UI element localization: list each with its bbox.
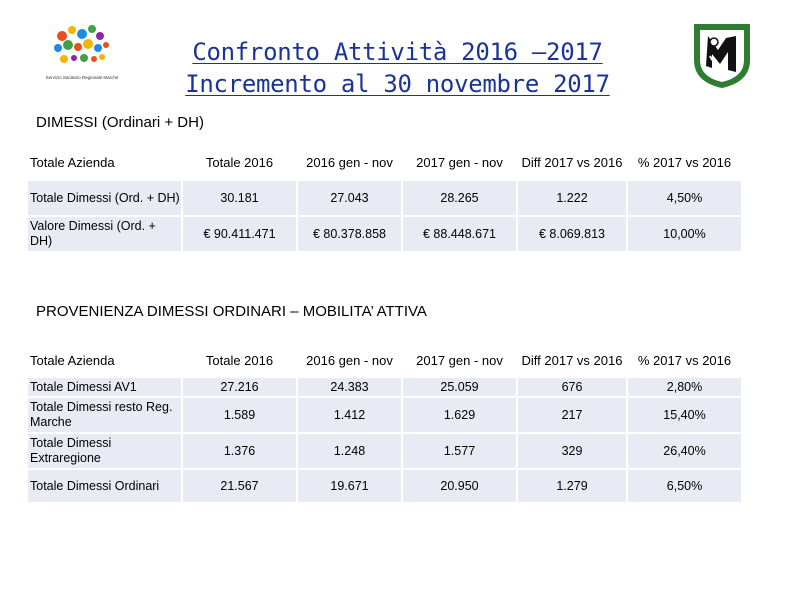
- svg-text:Servizio Sanitario Regionale M: Servizio Sanitario Regionale Marche: [46, 75, 119, 80]
- table-cell: 21.567: [183, 470, 298, 504]
- table-cell: 10,00%: [628, 217, 743, 253]
- table-row: Totale Dimessi Ordinari 21.567 19.671 20…: [28, 470, 743, 504]
- table-header-row: Totale Azienda Totale 2016 2016 gen - no…: [28, 143, 743, 181]
- table-cell: 27.043: [298, 181, 403, 217]
- table-cell: 19.671: [298, 470, 403, 504]
- page-title: Confronto Attività 2016 –2017 Incremento…: [120, 36, 675, 100]
- table-cell: 4,50%: [628, 181, 743, 217]
- table-cell: 6,50%: [628, 470, 743, 504]
- column-header: 2016 gen - nov: [298, 342, 403, 378]
- table-row: Valore Dimessi (Ord. + DH) € 90.411.471 …: [28, 217, 743, 253]
- table-row: Totale Dimessi (Ord. + DH) 30.181 27.043…: [28, 181, 743, 217]
- column-header: 2016 gen - nov: [298, 143, 403, 181]
- table-cell: € 80.378.858: [298, 217, 403, 253]
- table-cell: 1.629: [403, 398, 518, 434]
- table-cell: € 90.411.471: [183, 217, 298, 253]
- column-header: Totale Azienda: [28, 143, 183, 181]
- title-line-1: Confronto Attività 2016 –2017: [192, 38, 603, 66]
- table-cell: 217: [518, 398, 628, 434]
- table-cell: 1.376: [183, 434, 298, 470]
- title-line-2: Incremento al 30 novembre 2017: [185, 70, 610, 98]
- table-cell: 15,40%: [628, 398, 743, 434]
- table-cell: € 8.069.813: [518, 217, 628, 253]
- row-label: Totale Dimessi resto Reg. Marche: [28, 398, 183, 434]
- table-cell: 24.383: [298, 378, 403, 398]
- dimessi-table: Totale Azienda Totale 2016 2016 gen - no…: [28, 143, 743, 253]
- row-label: Totale Dimessi Extraregione: [28, 434, 183, 470]
- row-label: Totale Dimessi Ordinari: [28, 470, 183, 504]
- table-cell: € 88.448.671: [403, 217, 518, 253]
- table-cell: 1.279: [518, 470, 628, 504]
- table-cell: 20.950: [403, 470, 518, 504]
- table-cell: 2,80%: [628, 378, 743, 398]
- column-header: 2017 gen - nov: [403, 143, 518, 181]
- table-cell: 28.265: [403, 181, 518, 217]
- section2-title: PROVENIENZA DIMESSI ORDINARI – MOBILITA’…: [36, 303, 427, 320]
- column-header: Totale Azienda: [28, 342, 183, 378]
- section1-title: DIMESSI (Ordinari + DH): [36, 114, 204, 131]
- table-header-row: Totale Azienda Totale 2016 2016 gen - no…: [28, 342, 743, 378]
- column-header: % 2017 vs 2016: [628, 143, 743, 181]
- table-cell: 1.222: [518, 181, 628, 217]
- row-label: Totale Dimessi AV1: [28, 378, 183, 398]
- table-cell: 1.589: [183, 398, 298, 434]
- row-label: Valore Dimessi (Ord. + DH): [28, 217, 183, 253]
- table-cell: 676: [518, 378, 628, 398]
- regione-marche-logo: [690, 20, 754, 90]
- table-cell: 1.412: [298, 398, 403, 434]
- mobilita-table: Totale Azienda Totale 2016 2016 gen - no…: [28, 342, 743, 504]
- table-cell: 1.248: [298, 434, 403, 470]
- table-row: Totale Dimessi resto Reg. Marche 1.589 1…: [28, 398, 743, 434]
- table-cell: 27.216: [183, 378, 298, 398]
- table-row: Totale Dimessi AV1 27.216 24.383 25.059 …: [28, 378, 743, 398]
- column-header: Diff 2017 vs 2016: [518, 143, 628, 181]
- table-cell: 30.181: [183, 181, 298, 217]
- table-row: Totale Dimessi Extraregione 1.376 1.248 …: [28, 434, 743, 470]
- table-cell: 329: [518, 434, 628, 470]
- column-header: 2017 gen - nov: [403, 342, 518, 378]
- column-header: Diff 2017 vs 2016: [518, 342, 628, 378]
- column-header: % 2017 vs 2016: [628, 342, 743, 378]
- table-cell: 26,40%: [628, 434, 743, 470]
- column-header: Totale 2016: [183, 342, 298, 378]
- row-label: Totale Dimessi (Ord. + DH): [28, 181, 183, 217]
- table-cell: 1.577: [403, 434, 518, 470]
- column-header: Totale 2016: [183, 143, 298, 181]
- table-cell: 25.059: [403, 378, 518, 398]
- ssr-logo: Servizio Sanitario Regionale Marche: [40, 18, 124, 84]
